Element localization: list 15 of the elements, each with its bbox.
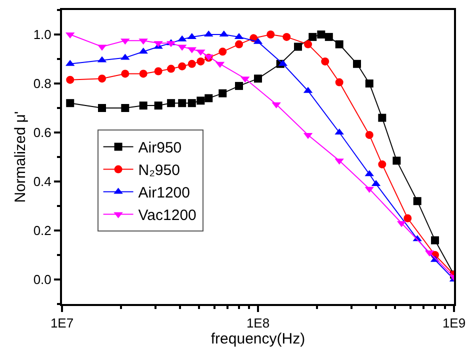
y-tick-label: 0.8 xyxy=(33,76,52,92)
legend-label: Vac1200 xyxy=(138,207,196,224)
y-tick-label: 0.6 xyxy=(33,125,52,140)
y-axis-title: Normalized μ' xyxy=(12,111,30,203)
x-axis-title: frequency(Hz) xyxy=(210,330,306,348)
y-tick-label: 0.0 xyxy=(33,272,52,288)
legend-label: N₂950 xyxy=(138,162,180,180)
y-tick-label: 0.4 xyxy=(33,174,52,190)
y-tick-label: 1.0 xyxy=(33,27,52,42)
x-tick-label: 1E9 xyxy=(442,316,466,331)
y-tick-label: 0.2 xyxy=(33,223,52,238)
legend-label: Air1200 xyxy=(138,184,190,202)
x-tick-label: 1E7 xyxy=(50,316,74,331)
x-tick-label: 1E8 xyxy=(246,316,270,331)
legend-label: Air950 xyxy=(138,140,182,157)
